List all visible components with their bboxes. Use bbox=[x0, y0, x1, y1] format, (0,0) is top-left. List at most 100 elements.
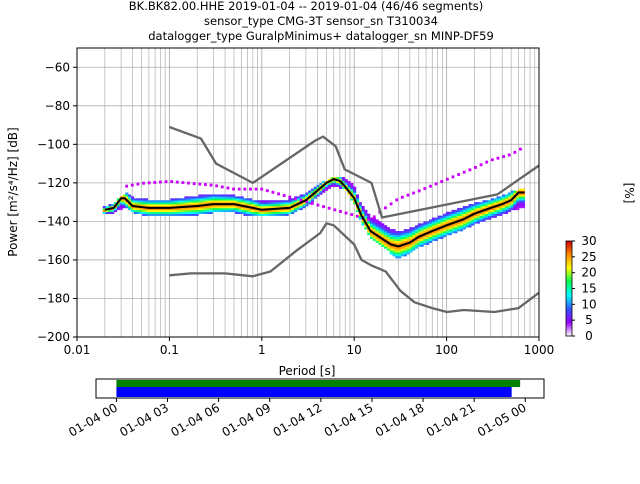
density-cell bbox=[192, 207, 196, 211]
density-cell bbox=[153, 200, 157, 203]
density-cell bbox=[420, 244, 424, 247]
density-cell bbox=[159, 213, 163, 216]
density-cell bbox=[142, 198, 146, 201]
density-cell bbox=[417, 231, 421, 234]
density-cell bbox=[156, 202, 160, 205]
density-cell bbox=[400, 236, 405, 240]
density-cell bbox=[423, 227, 427, 230]
density-cell bbox=[412, 231, 416, 234]
density-cell bbox=[420, 229, 424, 232]
density-cell bbox=[417, 236, 421, 240]
density-cell bbox=[516, 207, 520, 211]
density-cell bbox=[479, 215, 483, 218]
density-cell bbox=[192, 202, 196, 205]
density-cell bbox=[232, 207, 236, 211]
density-cell bbox=[218, 194, 222, 197]
density-cell bbox=[220, 194, 225, 197]
density-cell bbox=[375, 219, 379, 222]
density-cell bbox=[358, 205, 362, 209]
density-cell bbox=[201, 194, 205, 197]
density-cell bbox=[119, 200, 123, 203]
density-cell bbox=[459, 229, 464, 232]
density-cell bbox=[364, 225, 368, 228]
density-cell bbox=[122, 204, 126, 207]
density-cell bbox=[189, 202, 194, 205]
density-cell bbox=[344, 180, 348, 184]
density-cell bbox=[392, 242, 396, 245]
density-cell bbox=[381, 229, 385, 232]
density-cell bbox=[443, 221, 447, 224]
density-cell bbox=[465, 217, 469, 220]
density-cell bbox=[220, 204, 225, 207]
density-cell bbox=[488, 215, 492, 218]
density-cell bbox=[392, 231, 396, 234]
density-cell bbox=[412, 246, 416, 249]
density-cell bbox=[507, 207, 511, 211]
density-cell bbox=[386, 234, 390, 238]
density-cell bbox=[164, 213, 168, 216]
density-cell bbox=[308, 202, 312, 205]
density-cell bbox=[144, 204, 149, 207]
density-cell bbox=[457, 207, 461, 211]
density-cell bbox=[369, 223, 374, 226]
density-cell bbox=[375, 223, 379, 226]
density-cell bbox=[198, 196, 202, 199]
density-cell bbox=[398, 231, 402, 234]
density-cell bbox=[313, 196, 317, 199]
density-cell bbox=[167, 202, 171, 205]
density-cell bbox=[474, 219, 478, 222]
density-cell bbox=[369, 225, 374, 228]
density-cell bbox=[184, 213, 188, 216]
density-cell bbox=[277, 205, 281, 209]
density-cell bbox=[378, 232, 382, 236]
density-cell bbox=[513, 205, 517, 209]
density-cell bbox=[409, 242, 413, 245]
density-cell bbox=[358, 202, 362, 205]
density-cell bbox=[364, 219, 368, 222]
density-cell bbox=[403, 234, 407, 238]
density-cell bbox=[437, 225, 441, 228]
density-cell bbox=[392, 250, 396, 253]
density-cell bbox=[223, 205, 227, 209]
density-cell bbox=[198, 202, 202, 205]
chart-title-line1: BK.BK82.00.HHE 2019-01-04 -- 2019-01-04 … bbox=[129, 0, 483, 13]
density-cell bbox=[412, 242, 416, 245]
density-cell bbox=[445, 229, 450, 232]
outlier-cell bbox=[147, 181, 151, 185]
density-cell bbox=[493, 209, 497, 213]
density-cell bbox=[209, 194, 213, 197]
density-cell bbox=[282, 213, 286, 216]
density-cell bbox=[488, 202, 492, 205]
density-cell bbox=[367, 229, 371, 232]
outlier-cell bbox=[333, 208, 337, 212]
density-cell bbox=[260, 209, 264, 213]
density-cell bbox=[291, 202, 295, 205]
density-cell bbox=[220, 198, 225, 201]
density-cell bbox=[490, 211, 495, 214]
density-cell bbox=[350, 196, 354, 199]
density-cell bbox=[431, 238, 435, 241]
density-cell bbox=[305, 194, 309, 197]
density-cell bbox=[161, 200, 165, 203]
density-cell bbox=[521, 196, 525, 199]
density-cell bbox=[462, 207, 466, 211]
density-cell bbox=[249, 202, 253, 205]
density-cell bbox=[167, 213, 171, 216]
density-cell bbox=[367, 232, 371, 236]
density-cell bbox=[353, 192, 357, 195]
density-cell bbox=[372, 234, 376, 238]
density-cell bbox=[327, 182, 331, 186]
density-cell bbox=[142, 209, 146, 213]
density-cell bbox=[434, 234, 438, 238]
density-cell bbox=[381, 236, 385, 240]
density-cell bbox=[386, 246, 390, 249]
density-cell bbox=[341, 186, 345, 189]
outlier-cell bbox=[288, 195, 292, 199]
density-cell bbox=[220, 200, 225, 203]
density-cell bbox=[502, 196, 506, 199]
density-cell bbox=[308, 194, 312, 197]
density-cell bbox=[181, 198, 185, 201]
outlier-cell bbox=[164, 180, 168, 184]
density-cell bbox=[175, 209, 180, 213]
density-cell bbox=[237, 196, 241, 199]
